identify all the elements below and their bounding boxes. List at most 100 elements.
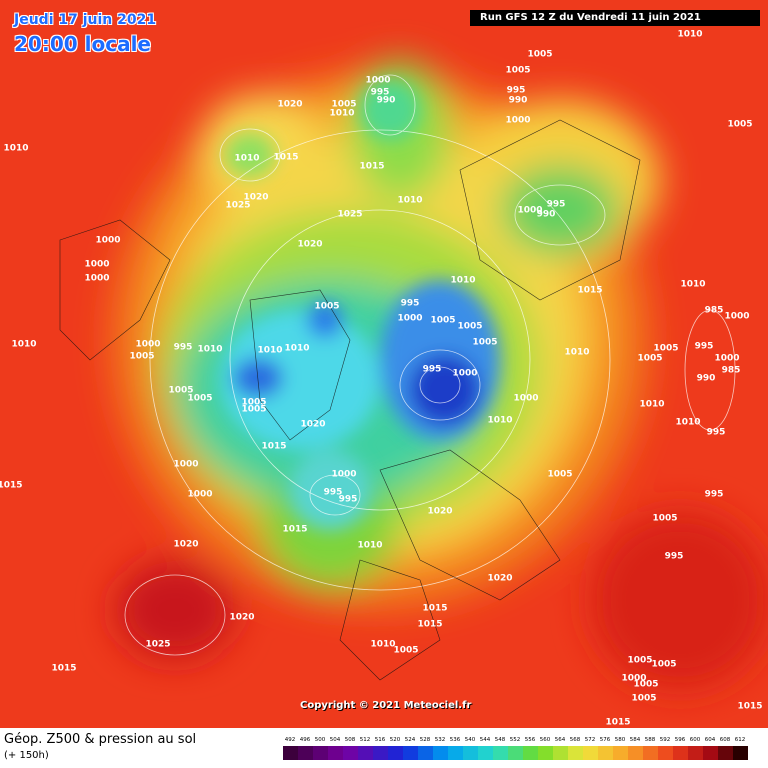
isobar-label: 1020: [277, 100, 302, 110]
scale-swatch: [628, 746, 643, 760]
scale-swatch: [418, 746, 433, 760]
isobar-label: 995: [695, 342, 714, 352]
scale-label: 604: [705, 737, 716, 743]
isobar-label: 1005: [331, 100, 356, 110]
scale-label: 560: [540, 737, 551, 743]
scale-label: 548: [495, 737, 506, 743]
scale-label: 572: [585, 737, 596, 743]
run-info: Run GFS 12 Z du Vendredi 11 juin 2021: [470, 10, 760, 26]
isobar-label: 1010: [284, 344, 309, 354]
scale-label: 532: [435, 737, 446, 743]
isobar-label: 1010: [3, 144, 28, 154]
scale-label: 516: [375, 737, 386, 743]
isobar-label: 1005: [727, 120, 752, 130]
isobar-label: 995: [705, 490, 724, 500]
scale-label: 540: [465, 737, 476, 743]
scale-swatch: [283, 746, 298, 760]
isobar-label: 1010: [329, 109, 354, 119]
isobar-label: 1010: [564, 348, 589, 358]
isobar-label: 1010: [397, 196, 422, 206]
isobar-label: 1015: [577, 286, 602, 296]
scale-swatch: [448, 746, 463, 760]
scale-swatch: [613, 746, 628, 760]
color-scale: 492 496 500 504 508 512 516 520 524 528 532 536 540 5…: [283, 737, 748, 760]
scale-swatch: [643, 746, 658, 760]
isobar-label: 1015: [359, 162, 384, 172]
scale-swatch: [403, 746, 418, 760]
isobar-label: 1005: [168, 386, 193, 396]
isobar-label: 1000: [173, 460, 198, 470]
isobar-label: 1005: [637, 354, 662, 364]
isobar-label: 1000: [397, 314, 422, 324]
scale-swatch: [433, 746, 448, 760]
isobar-label: 1015: [605, 718, 630, 728]
isobar-label: 995: [174, 343, 193, 353]
isobar-label: 1010: [257, 346, 282, 356]
isobar-label: 985: [705, 306, 724, 316]
scale-swatch: [388, 746, 403, 760]
isobar-label: 1010: [677, 30, 702, 40]
isobar-label: 995: [339, 495, 358, 505]
isobar-label: 1010: [450, 276, 475, 286]
copyright: Copyright © 2021 Meteociel.fr: [300, 700, 472, 711]
isobar-lines: [124, 74, 736, 656]
isobar-label: 1005: [652, 514, 677, 524]
scale-label: 552: [510, 737, 521, 743]
scale-swatch: [583, 746, 598, 760]
scale-swatch: [373, 746, 388, 760]
scale-swatch: [463, 746, 478, 760]
scale-label: 612: [735, 737, 746, 743]
scale-label: 504: [330, 737, 341, 743]
isobar-label: 1000: [84, 260, 109, 270]
isobar-label: 1000: [714, 354, 739, 364]
isobar-label: 1005: [129, 352, 154, 362]
scale-swatch: [553, 746, 568, 760]
scale-swatch: [523, 746, 538, 760]
scale-swatch: [538, 746, 553, 760]
scale-label: 496: [300, 737, 311, 743]
isobar-label: 1000: [135, 340, 160, 350]
scale-swatch: [478, 746, 493, 760]
isobar-label: 1000: [517, 206, 542, 216]
isobar-label: 1020: [300, 420, 325, 430]
scale-label: 576: [600, 737, 611, 743]
isobar-label: 1005: [547, 470, 572, 480]
isobar-label: 1010: [680, 280, 705, 290]
isobar-label: 1000: [452, 369, 477, 379]
scale-label: 568: [570, 737, 581, 743]
isobar-label: 1020: [173, 540, 198, 550]
isobar-label: 1020: [427, 507, 452, 517]
isobar-label: 995: [665, 552, 684, 562]
scale-swatch: [508, 746, 523, 760]
isobar-label: 1000: [95, 236, 120, 246]
scale-label: 588: [645, 737, 656, 743]
isobar-label: 1005: [472, 338, 497, 348]
isobar-label: 1010: [675, 418, 700, 428]
isobar-label: 990: [377, 96, 396, 106]
scale-label: 596: [675, 737, 686, 743]
scale-swatch: [598, 746, 613, 760]
isobar-label: 1000: [621, 674, 646, 684]
scale-label: 500: [315, 737, 326, 743]
isobar-label: 1015: [0, 481, 23, 491]
isobar-label: 1010: [234, 154, 259, 164]
isobar-label: 1005: [241, 405, 266, 415]
scale-swatch: [298, 746, 313, 760]
scale-swatch: [328, 746, 343, 760]
isobar-label: 995: [707, 428, 726, 438]
isobar-label: 1000: [724, 312, 749, 322]
isobar-label: 995: [371, 88, 390, 98]
isobar-label: 1005: [633, 680, 658, 690]
isobar-label: 990: [537, 210, 556, 220]
isobar-label: 985: [722, 366, 741, 376]
scale-swatch: [673, 746, 688, 760]
isobar-label: 1000: [84, 274, 109, 284]
scale-swatch: [688, 746, 703, 760]
isobar-label: 995: [507, 86, 526, 96]
scale-swatch: [343, 746, 358, 760]
isobar-label: 1010: [11, 340, 36, 350]
isobar-label: 1000: [187, 490, 212, 500]
scale-label: 520: [390, 737, 401, 743]
date: Jeudi 17 juin 2021: [14, 12, 157, 28]
